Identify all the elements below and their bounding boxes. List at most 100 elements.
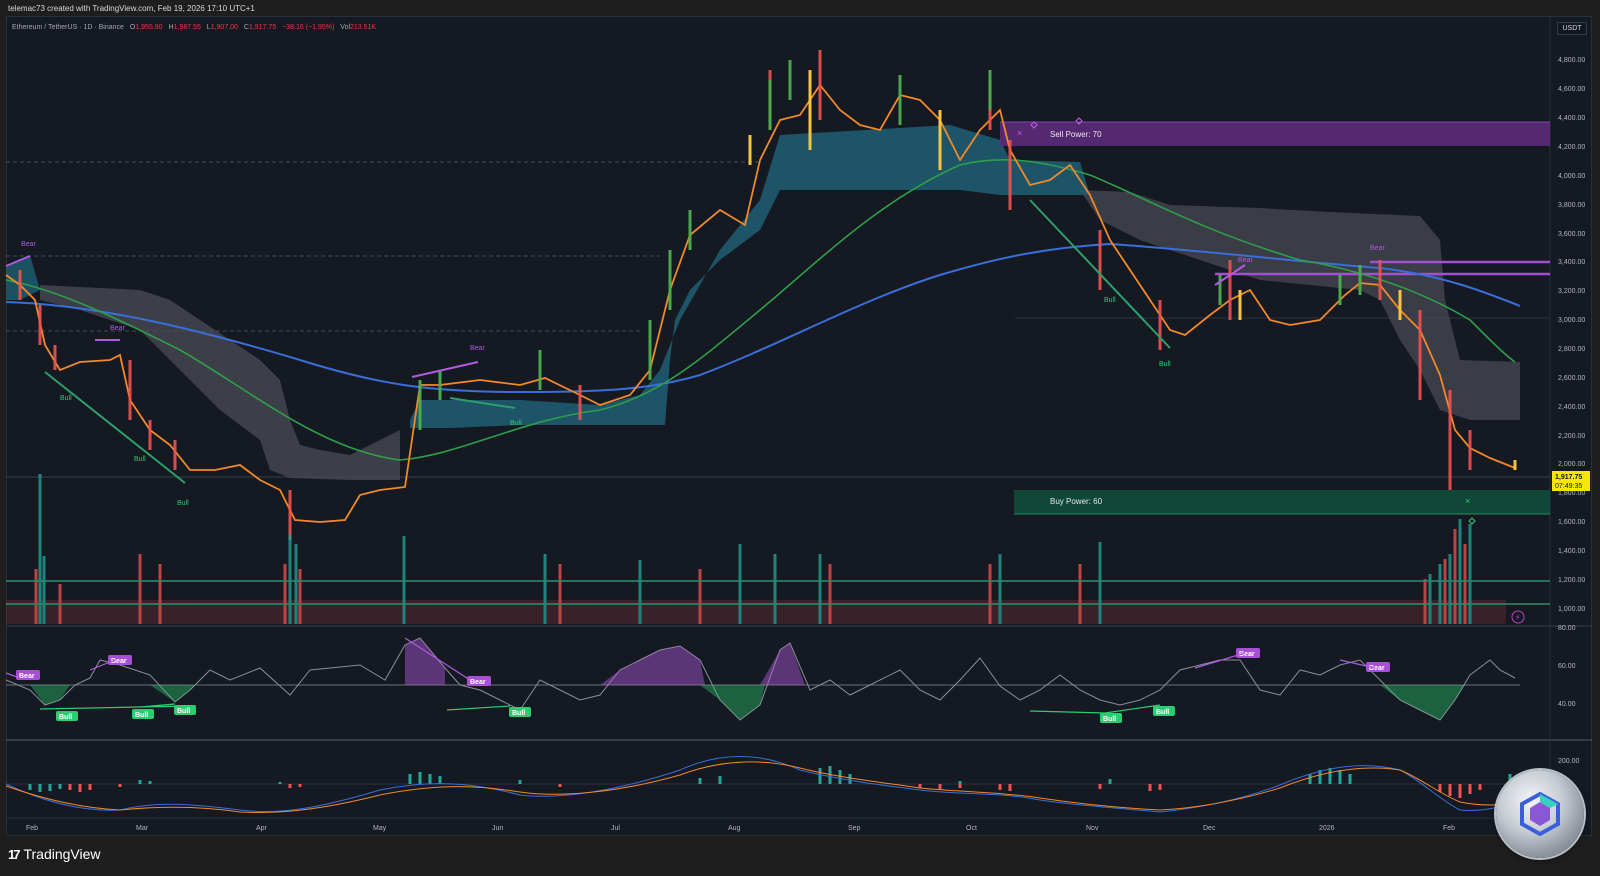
candlesticks[interactable] xyxy=(18,50,1517,540)
svg-text:3,800.00: 3,800.00 xyxy=(1558,202,1585,209)
rsi-bull-tag xyxy=(56,711,78,721)
symbol-legend: Ethereum / TetherUS · 1D · Binance O1,95… xyxy=(12,24,376,31)
macd-axis[interactable]: 200.00 xyxy=(1558,758,1580,765)
buy-signal-x-icon: × xyxy=(1465,496,1470,506)
svg-text:Bear: Bear xyxy=(1239,651,1255,658)
svg-text:2,800.00: 2,800.00 xyxy=(1558,346,1585,353)
svg-text:Feb: Feb xyxy=(26,825,38,832)
rsi-bear-tag xyxy=(16,670,40,680)
rsi-bear-tag xyxy=(1236,648,1260,658)
sell-signal-x-icon: × xyxy=(1017,128,1022,138)
alert-icon[interactable] xyxy=(1511,610,1525,624)
svg-text:Bear: Bear xyxy=(1369,665,1385,672)
rsi-bull-tag xyxy=(509,707,531,717)
rsi-axis[interactable]: 80.00 60.00 40.00 xyxy=(1558,625,1576,708)
macd-line xyxy=(5,756,1521,813)
rsi-bear-tag xyxy=(108,655,132,665)
tradingview-brand[interactable]: 17 TradingView xyxy=(8,846,101,862)
bear-signal-label: Bear xyxy=(110,325,125,332)
svg-text:3,600.00: 3,600.00 xyxy=(1558,231,1585,238)
svg-text:Bull: Bull xyxy=(512,710,525,717)
svg-text:Bull: Bull xyxy=(59,714,72,721)
bull-trendline xyxy=(44,371,186,484)
buy-power-label: Buy Power: 60 xyxy=(1050,497,1103,506)
rsi-bear-divergence xyxy=(5,637,1376,681)
svg-text:Mar: Mar xyxy=(136,825,149,832)
open-value: 1,955.90 xyxy=(135,24,163,31)
svg-text:4,400.00: 4,400.00 xyxy=(1558,115,1585,122)
svg-text:2026: 2026 xyxy=(1319,825,1335,832)
volume-label: Vol xyxy=(340,24,351,31)
svg-text:40.00: 40.00 xyxy=(1558,701,1576,708)
svg-text:Bear: Bear xyxy=(111,658,127,665)
svg-text:3,000.00: 3,000.00 xyxy=(1558,317,1585,324)
svg-text:3,200.00: 3,200.00 xyxy=(1558,288,1585,295)
svg-text:Nov: Nov xyxy=(1086,825,1099,832)
svg-text:Dec: Dec xyxy=(1203,825,1216,832)
svg-text:May: May xyxy=(373,825,387,832)
svg-text:Bull: Bull xyxy=(1103,716,1116,723)
svg-text:1,400.00: 1,400.00 xyxy=(1558,548,1585,555)
svg-text:Bear: Bear xyxy=(470,679,486,686)
bear-signal-label: Bear xyxy=(1238,257,1253,264)
bull-signal-label: Bull xyxy=(60,395,72,402)
rsi-overbought-fill xyxy=(405,638,805,685)
bull-cloud xyxy=(6,255,40,300)
svg-text:4,000.00: 4,000.00 xyxy=(1558,173,1585,180)
ema-mid-line xyxy=(5,159,1516,461)
high-value: 1,987.55 xyxy=(173,24,201,31)
bull-signal-label: Bull xyxy=(1159,361,1171,368)
svg-text:Sep: Sep xyxy=(848,825,861,832)
low-label: L xyxy=(206,24,211,31)
rsi-bull-tag xyxy=(1100,713,1122,723)
currency-selector[interactable]: USDT xyxy=(1557,22,1587,35)
svg-text:Bear: Bear xyxy=(19,673,35,680)
svg-text:80.00: 80.00 xyxy=(1558,625,1576,632)
bear-trendline xyxy=(411,361,479,378)
open-label: O xyxy=(129,24,136,31)
rsi-bull-tag xyxy=(174,705,196,715)
svg-text:1,600.00: 1,600.00 xyxy=(1558,519,1585,526)
ema-fast-line xyxy=(5,83,1516,523)
bear-trendline xyxy=(5,255,31,267)
bull-signal-label: Bull xyxy=(1104,297,1116,304)
sell-power-zone[interactable] xyxy=(1000,122,1550,146)
lightning-icon: ⚡ xyxy=(1515,613,1521,622)
volume-value: 213.51K xyxy=(350,24,377,31)
svg-text:4,200.00: 4,200.00 xyxy=(1558,144,1585,151)
svg-text:Jun: Jun xyxy=(492,825,503,832)
chart-credit: telemac73 created with TradingView.com, … xyxy=(8,4,255,13)
bear-signal-label: Bear xyxy=(21,241,36,248)
svg-text:4,600.00: 4,600.00 xyxy=(1558,86,1585,93)
svg-text:Bull: Bull xyxy=(135,712,148,719)
symbol-name: Ethereum / TetherUS · 1D · Binance xyxy=(12,24,124,31)
svg-text:Jul: Jul xyxy=(611,825,620,832)
tradingview-logo-icon: 17 xyxy=(8,846,21,862)
bull-signal-label: Bull xyxy=(510,420,522,427)
close-label: C xyxy=(243,24,249,31)
close-value: 1,917.75 xyxy=(248,24,277,31)
macd-signal-line xyxy=(5,761,1521,813)
bear-cloud xyxy=(1080,190,1520,420)
svg-text:1,200.00: 1,200.00 xyxy=(1558,577,1585,584)
svg-text:Bull: Bull xyxy=(1156,709,1169,716)
svg-text:2,400.00: 2,400.00 xyxy=(1558,404,1585,411)
buy-power-zone[interactable] xyxy=(1014,490,1550,514)
bull-cloud xyxy=(410,125,1090,428)
last-price-value: 1,917.75 xyxy=(1555,474,1582,481)
high-label: H xyxy=(168,24,174,31)
last-price-badge xyxy=(1552,471,1590,491)
svg-text:2,600.00: 2,600.00 xyxy=(1558,375,1585,382)
rsi-oversold-fill xyxy=(30,685,1465,720)
coin-watermark-icon xyxy=(1496,770,1584,858)
bear-cloud xyxy=(40,285,400,480)
price-axis[interactable]: 4,800.00 4,600.00 4,400.00 4,200.00 4,00… xyxy=(1558,57,1585,613)
rsi-bull-tag xyxy=(132,709,154,719)
sell-power-label: Sell Power: 70 xyxy=(1050,130,1102,139)
macd-histogram xyxy=(28,766,1512,798)
svg-text:Bull: Bull xyxy=(177,708,190,715)
diamond-icon xyxy=(1030,121,1038,129)
time-axis[interactable]: Feb Mar Apr May Jun Jul Aug Sep Oct Nov … xyxy=(26,825,1455,832)
svg-text:1,000.00: 1,000.00 xyxy=(1558,606,1585,613)
